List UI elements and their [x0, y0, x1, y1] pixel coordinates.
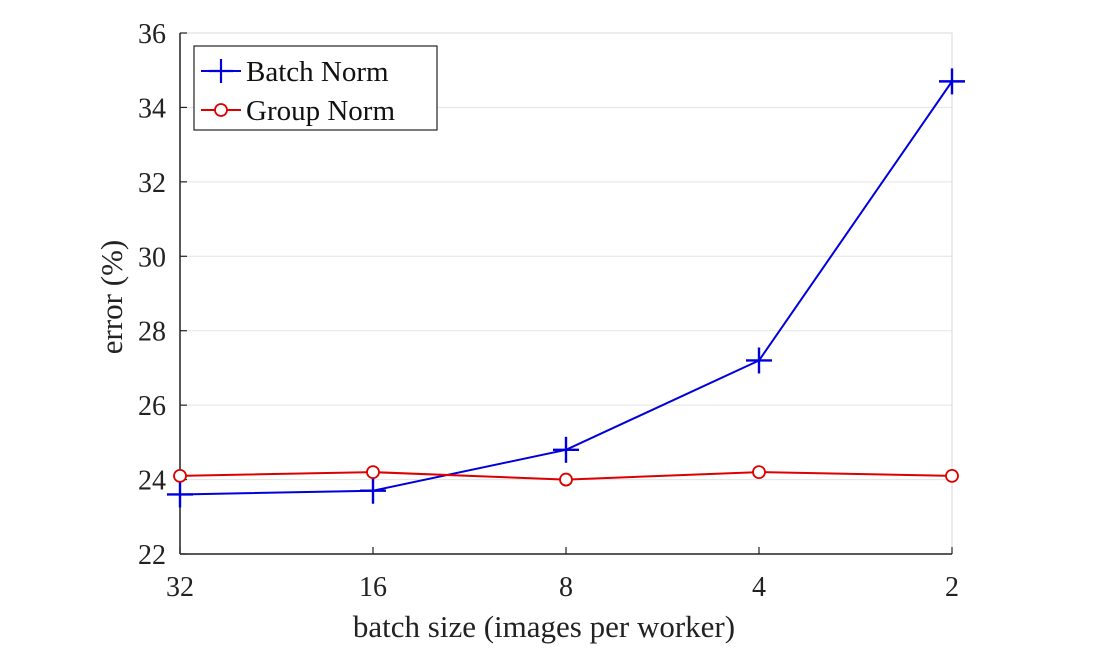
point-group-norm-2: [945, 468, 959, 483]
legend-box: [193, 45, 438, 131]
point-batch-norm-32: [167, 481, 193, 508]
y-tick-label-22: 22: [138, 540, 166, 571]
y-tick-label-36: 36: [138, 19, 166, 50]
y-tick-label-28: 28: [138, 317, 166, 348]
legend-label-batch-norm: Batch Norm: [246, 56, 389, 88]
y-tick-label-26: 26: [138, 391, 166, 422]
x-tick-label-8: 8: [559, 572, 573, 603]
x-tick-label-16: 16: [359, 572, 387, 603]
point-batch-norm-16: [360, 477, 386, 504]
y-tick-label-34: 34: [138, 93, 166, 124]
x-tick-label-2: 2: [945, 572, 959, 603]
point-batch-norm-2: [939, 68, 965, 95]
point-group-norm-16: [366, 465, 380, 480]
legend-label-group-norm: Group Norm: [246, 95, 395, 127]
point-batch-norm-8: [553, 436, 579, 463]
point-group-norm-8: [559, 472, 573, 487]
x-tick-label-4: 4: [752, 572, 766, 603]
point-batch-norm-4: [746, 347, 772, 374]
legend-marker-group-norm: [214, 103, 228, 117]
y-tick-label-24: 24: [138, 466, 166, 497]
point-group-norm-4: [752, 465, 766, 480]
series-line-batch-norm: [179, 80, 953, 496]
point-group-norm-32: [173, 468, 187, 483]
x-tick-label-32: 32: [166, 572, 194, 603]
y-axis-label: error (%): [94, 240, 129, 354]
y-tick-label-30: 30: [138, 242, 166, 273]
x-ticks: 32 16 8 4 2: [166, 547, 959, 603]
y-tick-label-32: 32: [138, 168, 166, 199]
series: [167, 68, 965, 508]
x-axis-label: batch size (images per worker): [353, 609, 735, 644]
legend-marker-batch-norm: [209, 59, 233, 83]
legend: Batch Norm Group Norm: [193, 45, 438, 131]
y-ticks: 22 24 26 28 30 32 34 36: [138, 19, 187, 571]
